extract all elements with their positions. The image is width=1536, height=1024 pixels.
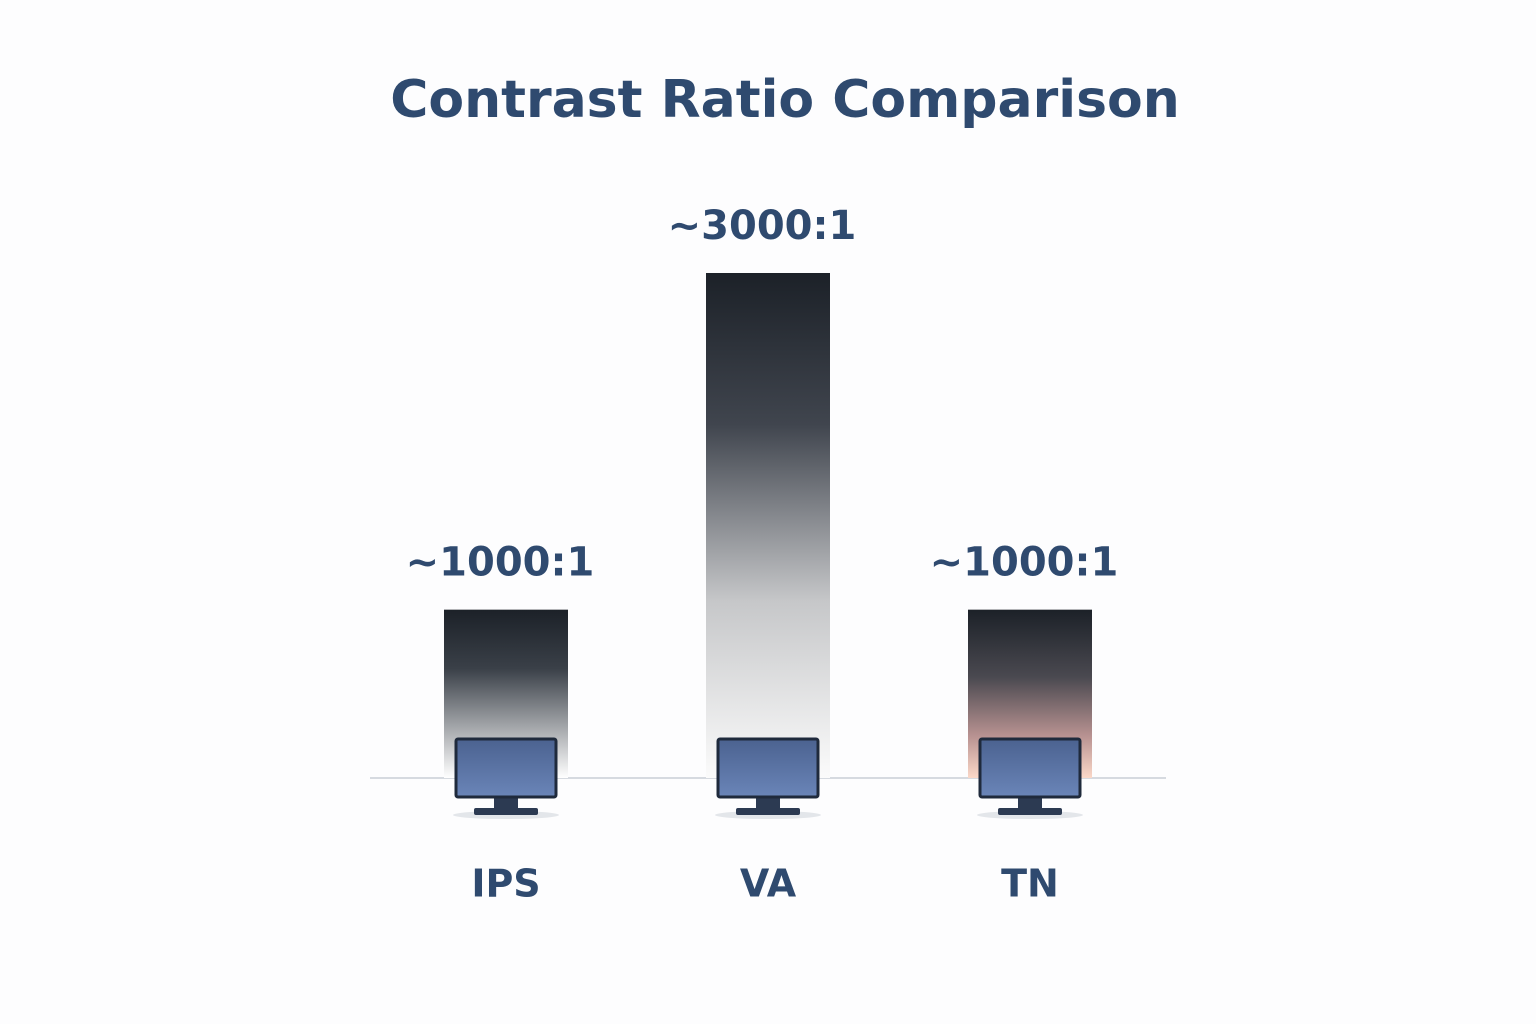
value-label: ~1000:1 xyxy=(406,540,595,586)
monitor-stand xyxy=(474,808,538,815)
monitor-screen xyxy=(978,737,1082,799)
x-tick-label: VA xyxy=(740,862,797,906)
monitor-neck xyxy=(1018,796,1042,809)
value-label: ~3000:1 xyxy=(668,203,857,249)
bar xyxy=(706,273,830,778)
x-tick-label: TN xyxy=(1001,862,1059,906)
chart-title: Contrast Ratio Comparison xyxy=(390,70,1180,130)
monitor-screen xyxy=(716,737,820,799)
monitor-neck xyxy=(494,796,518,809)
monitor-screen xyxy=(454,737,558,799)
monitor-neck xyxy=(756,796,780,809)
monitor-stand xyxy=(736,808,800,815)
value-label: ~1000:1 xyxy=(930,540,1119,586)
x-tick-label: IPS xyxy=(471,862,540,906)
monitor-stand xyxy=(998,808,1062,815)
